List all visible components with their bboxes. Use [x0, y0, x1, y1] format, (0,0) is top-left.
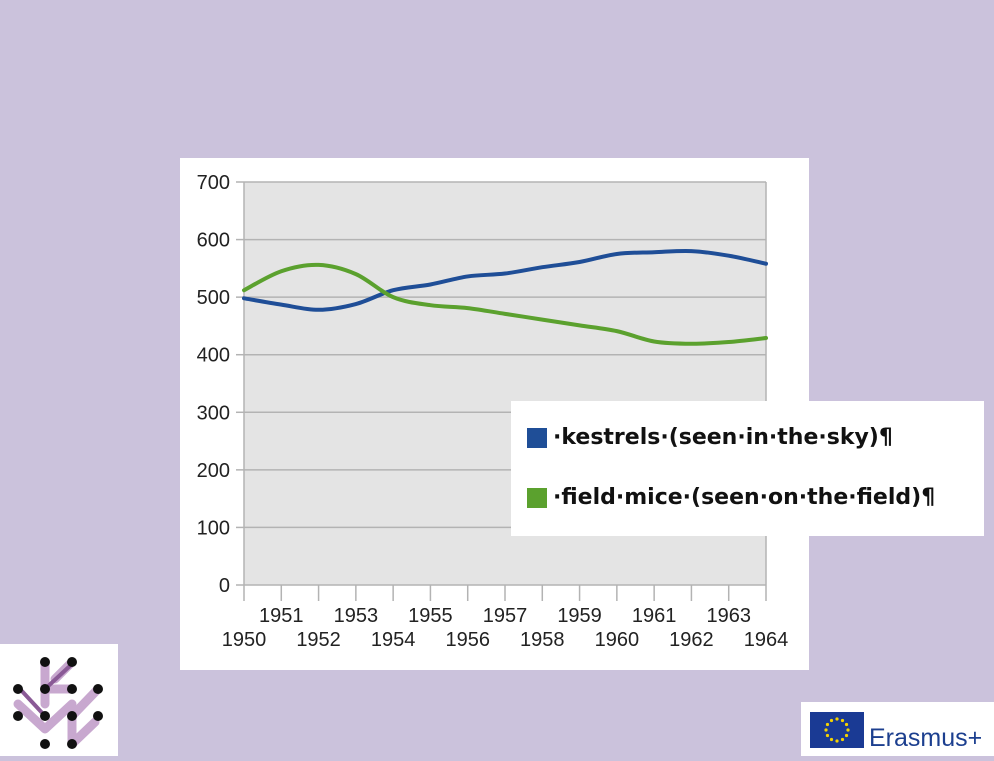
x-tick-label: 1954 — [371, 629, 416, 651]
legend-item-kestrels: ·kestrels·(seen·in·the·sky)¶ — [527, 425, 893, 450]
flag-star — [835, 739, 839, 743]
y-tick-label: 100 — [197, 517, 230, 539]
x-tick-label: 1955 — [408, 605, 453, 627]
x-tick-label: 1961 — [632, 605, 677, 627]
flag-star — [825, 733, 830, 738]
flag-star — [844, 722, 849, 727]
erasmus-label: Erasmus+ — [869, 724, 983, 752]
legend-swatch-kestrels — [527, 427, 547, 448]
x-tick-label: 1957 — [483, 605, 528, 627]
x-tick-label: 1958 — [520, 629, 565, 651]
flag-star — [846, 728, 850, 732]
x-tick-label: 1963 — [706, 605, 751, 627]
kestrels-line — [242, 248, 768, 312]
legend-swatch-field-mice — [527, 487, 547, 508]
y-tick-label: 200 — [197, 460, 230, 482]
y-tick-label: 400 — [197, 345, 230, 367]
y-tick-label: 600 — [197, 230, 230, 252]
project-logo — [0, 644, 118, 756]
x-tick-label: 1962 — [669, 629, 714, 651]
legend-label-field-mice: ·field·mice·(seen·on·the·field)¶ — [553, 485, 936, 510]
x-tick-label: 1951 — [259, 605, 304, 627]
x-tick-label: 1953 — [334, 605, 379, 627]
eu-flag-icon — [810, 712, 864, 748]
x-tick-label: 1959 — [557, 605, 602, 627]
chart-legend: ·kestrels·(seen·in·the·sky)¶ ·field·mice… — [511, 401, 984, 536]
y-tick-label: 0 — [219, 575, 230, 597]
flag-star — [840, 718, 845, 723]
y-tick-label: 500 — [197, 287, 230, 309]
flag-star — [829, 737, 834, 742]
flag-star — [825, 722, 830, 727]
flag-star — [829, 718, 834, 723]
x-tick-label: 1952 — [296, 629, 341, 651]
x-tick-label: 1956 — [445, 629, 490, 651]
flag-star — [824, 728, 828, 732]
legend-item-field-mice: ·field·mice·(seen·on·the·field)¶ — [527, 485, 935, 510]
arrows-dots-logo-icon — [13, 657, 103, 749]
flag-star — [840, 737, 845, 742]
legend-label-kestrels: ·kestrels·(seen·in·the·sky)¶ — [553, 425, 893, 450]
x-tick-label: 1964 — [744, 629, 789, 651]
x-tick-label: 1960 — [595, 629, 640, 651]
y-tick-label: 700 — [197, 172, 230, 194]
erasmus-badge: Erasmus+ — [801, 702, 994, 756]
y-tick-label: 300 — [197, 402, 230, 424]
line-chart: 0100200300400500600700195019511952195319… — [197, 172, 789, 651]
x-tick-label: 1950 — [222, 629, 267, 651]
flag-star — [844, 733, 849, 738]
field-mice-line — [242, 262, 768, 346]
flag-star — [835, 717, 839, 721]
